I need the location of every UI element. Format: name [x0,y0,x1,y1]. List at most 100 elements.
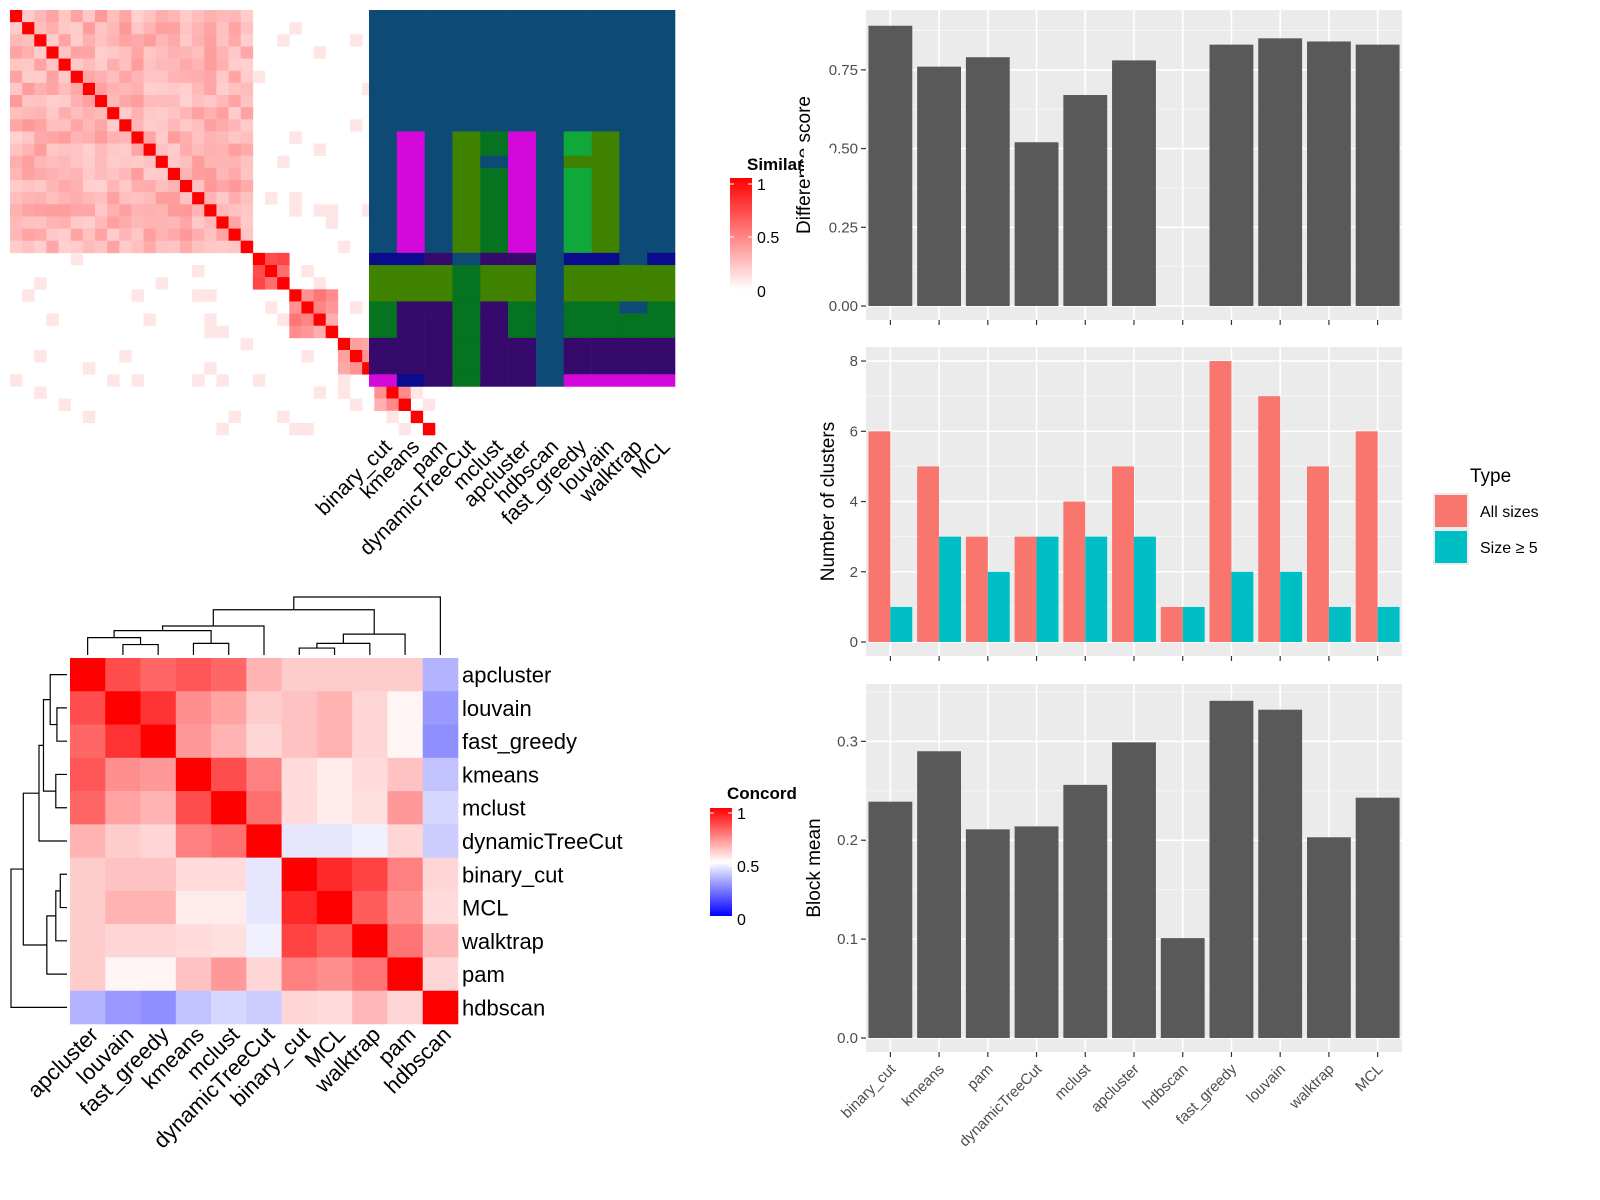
similarity-cell [107,46,120,59]
cluster-cell [424,167,453,254]
similarity-cell [82,167,96,181]
concordance-row-label: MCL [462,896,508,921]
similarity-cell [34,10,47,23]
similarity-cell [180,143,193,157]
similarity-cell [46,82,59,96]
similarity-cell [155,70,169,84]
similarity-cell [180,180,193,193]
similarity-cell [240,46,254,59]
dendrogram-branch [49,699,57,726]
cluster-cell [424,10,453,132]
concordance-cell [422,658,459,692]
cluster-cell [396,337,425,375]
cluster-cell [508,301,537,314]
similarity-cell [107,240,120,254]
similarity-cell [167,46,181,59]
similarity-cell [107,22,120,35]
similarity-cell [410,410,424,424]
concordance-cell [211,824,247,858]
similarity-cell [10,119,23,132]
similarity-cell [46,228,59,242]
similarity-cell [95,22,108,35]
cluster-cell [508,252,537,266]
similarity-cell [95,95,108,108]
similarity-cell [167,131,181,144]
similarity-cell [228,22,242,35]
similarity-cell [82,107,96,120]
similarity-cell [337,240,351,254]
concordance-cell [387,857,424,892]
cluster-cell [369,155,398,169]
similarity-cell [82,82,96,96]
similarity-cell [58,167,72,181]
concordance-cell [175,691,212,725]
similarity-cell [289,422,302,436]
bar-size-ge-5 [1036,536,1059,642]
similarity-cell [34,228,47,242]
similarity-cell [204,82,217,96]
similarity-cell [216,131,229,144]
similarity-cell [143,107,157,120]
similarity-cell [131,216,144,229]
cluster-cell [508,374,537,387]
bar [965,829,1010,1038]
similarity-cell [95,155,108,169]
similarity-cell [192,289,205,302]
dendrogram-branch [56,724,67,742]
similarity-cell [131,289,144,302]
dendrogram-branch [342,633,375,644]
cluster-cell [535,337,565,375]
cluster-cell [647,337,676,375]
similarity-cell [107,192,120,205]
concordance-legend: Concord 1 0.5 0 [710,784,797,929]
similarity-cell [228,228,242,242]
cluster-cell [424,313,453,339]
similarity-cell [70,22,84,35]
bar [1355,44,1400,306]
cluster-cell [535,374,565,387]
bar-size-ge-5 [1134,536,1156,642]
similarity-cell [228,143,242,157]
similarity-cell [107,58,120,72]
cluster-cell [563,131,592,157]
similarity-cell [10,240,23,254]
cluster-cell [396,374,425,387]
similarity-cell [240,143,254,157]
cluster-cell [535,167,565,254]
similarity-cell [70,228,84,242]
similarity-cell [22,22,35,35]
dendrogram-branch [122,643,141,655]
similarity-cell [46,119,59,132]
concordance-cell [316,791,353,825]
similarity-cell [119,240,132,254]
similarity-cell [192,82,205,96]
similarity-cell [350,362,363,375]
concordance-cell [246,957,282,992]
similarity-cell [82,216,96,229]
cluster-cell [480,337,509,375]
y-tick-label: 0.1 [837,931,858,948]
dendrogram-branch [38,793,67,842]
similarity-cell [143,313,157,327]
similarity-cell [58,240,72,254]
concordance-cell [105,824,141,858]
similarity-cell [95,119,108,132]
similarity-cell [277,313,290,327]
concordance-cell [246,757,282,792]
cluster-cell [647,252,676,266]
similarity-cell [95,10,108,23]
concordance-cell [105,757,141,792]
concordance-cell [105,990,141,1025]
similarity-cell [22,119,35,132]
similarity-cell [265,277,278,290]
similarity-cell [240,192,254,205]
similarity-cell [204,143,217,157]
bar [1355,797,1400,1038]
similarity-cell [180,10,193,23]
similarity-cell [58,155,72,169]
concordance-cell [70,924,106,958]
similarity-cell [95,131,108,144]
bar [868,25,913,307]
concordance-cell [105,691,141,725]
similarity-cell [240,10,254,23]
